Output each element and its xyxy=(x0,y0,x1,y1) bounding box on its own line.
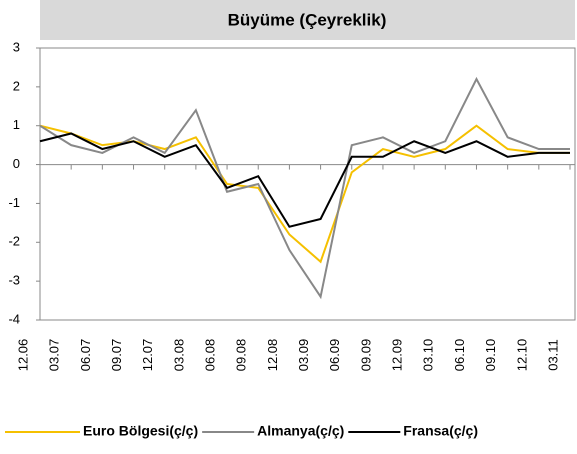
x-tick-label: 03.07 xyxy=(47,339,62,372)
y-tick-label: 2 xyxy=(13,78,20,93)
x-tick-label: 09.08 xyxy=(234,339,249,372)
x-tick-label: 06.08 xyxy=(202,339,217,372)
series-line xyxy=(39,76,570,300)
x-tick-label: 12.06 xyxy=(15,339,30,372)
x-tick-label: 06.07 xyxy=(78,339,93,372)
x-tick-label: 06.09 xyxy=(327,339,342,372)
x-tick-label: 09.10 xyxy=(483,339,498,372)
x-tick-label: 12.07 xyxy=(140,339,155,372)
x-tick-label: 12.08 xyxy=(265,339,280,372)
y-tick-label: -2 xyxy=(8,234,20,249)
y-tick-label: 1 xyxy=(13,117,20,132)
x-tick-label: 12.10 xyxy=(514,339,529,372)
y-tick-label: -4 xyxy=(8,311,20,326)
x-tick-label: 06.10 xyxy=(452,339,467,372)
x-tick-label: 03.10 xyxy=(421,339,436,372)
x-tick-label: 03.11 xyxy=(545,339,560,371)
x-tick-label: 09.07 xyxy=(109,339,124,372)
chart-title: Büyüme (Çeyreklik) xyxy=(228,10,387,29)
title-bar xyxy=(40,0,575,40)
legend-label: Fransa(ç/ç) xyxy=(403,423,478,439)
series-line xyxy=(39,124,570,264)
x-tick-label: 12.09 xyxy=(390,339,405,372)
x-tick-label: 09.09 xyxy=(358,339,373,372)
y-tick-label: -1 xyxy=(8,195,20,210)
y-tick-label: 0 xyxy=(13,156,20,171)
x-tick-label: 03.08 xyxy=(171,339,186,372)
legend-label: Almanya(ç/ç) xyxy=(257,423,344,439)
y-tick-label: -3 xyxy=(8,273,20,288)
x-tick-label: 03.09 xyxy=(296,339,311,372)
series-line xyxy=(39,132,570,228)
legend-label: Euro Bölgesi(ç/ç) xyxy=(83,423,198,439)
y-tick-label: 3 xyxy=(13,39,20,54)
plot-frame xyxy=(39,47,576,321)
